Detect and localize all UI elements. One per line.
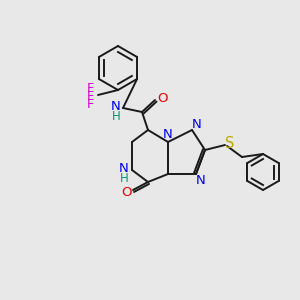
Text: O: O <box>157 92 167 104</box>
Text: F: F <box>86 98 94 110</box>
Text: F: F <box>86 82 94 94</box>
Text: S: S <box>225 136 235 152</box>
Text: H: H <box>120 172 128 185</box>
Text: H: H <box>112 110 120 122</box>
Text: N: N <box>196 175 206 188</box>
Text: O: O <box>121 185 131 199</box>
Text: N: N <box>163 128 173 142</box>
Text: F: F <box>86 89 94 103</box>
Text: N: N <box>119 163 129 176</box>
Text: N: N <box>111 100 121 112</box>
Text: N: N <box>192 118 202 131</box>
